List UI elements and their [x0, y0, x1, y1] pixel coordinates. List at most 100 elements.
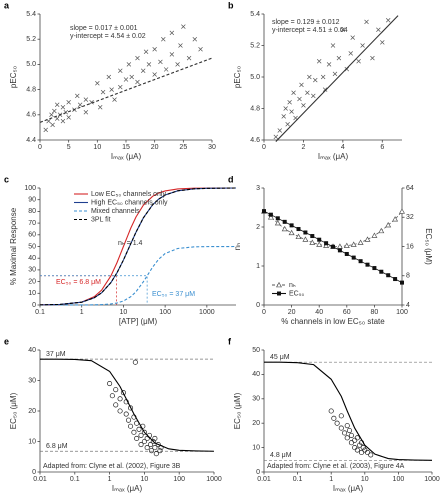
x-tick-label: 1000 [206, 476, 222, 483]
point [141, 438, 147, 445]
annotation: slope = 0.129 ± 0.012 [272, 19, 340, 26]
point [136, 426, 142, 432]
reference-label: 37 μM [46, 351, 66, 358]
point [348, 51, 353, 56]
point [181, 24, 186, 29]
reference-label: 45 μM [270, 354, 290, 361]
point [153, 451, 159, 457]
point [60, 118, 66, 124]
legend-label: EC₅₀ [289, 290, 305, 297]
y-tick-label: 5.0 [250, 74, 260, 81]
x-tick-label: 30 [208, 144, 216, 151]
point [364, 236, 371, 242]
y2-tick-label: 64 [406, 185, 414, 192]
point [352, 437, 358, 443]
panel-label: e [4, 336, 9, 346]
y-tick-label: 30 [28, 377, 36, 384]
y-tick-label: 40 [28, 255, 36, 262]
point [126, 62, 132, 67]
series-line [39, 57, 213, 123]
point [338, 425, 344, 431]
x-tick-label: 0.1 [35, 309, 45, 316]
point [106, 74, 112, 80]
point [371, 232, 378, 238]
x-tick-label: 0.01 [33, 476, 47, 483]
y-tick-label: 4.6 [250, 137, 260, 144]
panel-label: d [228, 174, 234, 184]
legend-label: High EC₅₀ channels only [91, 199, 168, 206]
reference-label: 6.8 μM [46, 443, 68, 450]
x-tick-label: 0 [38, 144, 42, 151]
y-tick-label: 30 [252, 396, 260, 403]
point [326, 62, 332, 67]
point [281, 225, 288, 232]
point [313, 77, 318, 83]
point [147, 441, 154, 448]
panel-label: a [4, 0, 10, 10]
point [152, 445, 158, 451]
point [152, 47, 157, 52]
panel-label: b [228, 0, 234, 10]
point [285, 122, 290, 127]
x-tick-label: 0.1 [293, 476, 303, 483]
y2-tick-label: 16 [406, 243, 414, 250]
point [275, 216, 280, 221]
y-tick-label: 100 [24, 185, 36, 192]
point [54, 102, 60, 107]
point [118, 68, 123, 73]
x-tick-label: 20 [151, 144, 159, 151]
point [83, 110, 89, 115]
point [267, 214, 274, 220]
y-axis-label: EC₅₀ (μM) [9, 392, 18, 429]
annotation: Adapted from: Clyne et al. (2002), Figur… [43, 463, 181, 470]
y-tick-label: 5.2 [250, 42, 260, 49]
point [198, 47, 203, 52]
x-axis-label: Iₘₐₓ (μA) [318, 152, 349, 161]
x-tick-label: 0.01 [257, 476, 271, 483]
y-tick-label: 4.4 [26, 137, 36, 144]
point [138, 441, 144, 448]
point [282, 219, 287, 224]
point [283, 106, 288, 111]
point [143, 49, 149, 55]
point [95, 81, 100, 86]
point [117, 396, 123, 402]
y-axis-label: EC₅₀ (μM) [233, 392, 242, 429]
point [372, 266, 377, 271]
y-tick-label: 3 [256, 185, 260, 192]
point [186, 55, 192, 61]
x-tick-label: 4 [341, 144, 345, 151]
y-tick-label: 40 [252, 371, 260, 378]
point [140, 68, 146, 73]
point [386, 273, 391, 278]
x-tick-label: 10 [141, 476, 149, 483]
point [123, 77, 129, 82]
series-line [264, 361, 433, 461]
point [109, 393, 115, 399]
x-tick-label: 60 [343, 309, 351, 316]
point [328, 408, 334, 414]
y-tick-label: 4.8 [250, 105, 260, 112]
point [309, 239, 316, 245]
point [287, 99, 292, 105]
point [365, 262, 370, 267]
x-axis-label: Iₘₐₓ (μA) [111, 152, 142, 161]
point [302, 236, 309, 242]
x-axis-label: Iₘₐₓ (μA) [333, 484, 364, 493]
point [157, 448, 163, 454]
x-axis-label: Iₘₐₓ (μA) [112, 484, 143, 493]
point [305, 90, 310, 95]
x-tick-label: 10 [361, 476, 369, 483]
point [338, 413, 344, 419]
point [155, 441, 161, 448]
y-tick-label: 20 [252, 420, 260, 427]
point [66, 115, 71, 120]
point [83, 97, 89, 102]
point [376, 27, 381, 32]
point [350, 35, 355, 40]
y2-tick-label: 32 [406, 214, 414, 221]
point [107, 380, 113, 387]
y-tick-label: 1 [256, 263, 260, 270]
x-tick-label: 0.1 [70, 476, 80, 483]
